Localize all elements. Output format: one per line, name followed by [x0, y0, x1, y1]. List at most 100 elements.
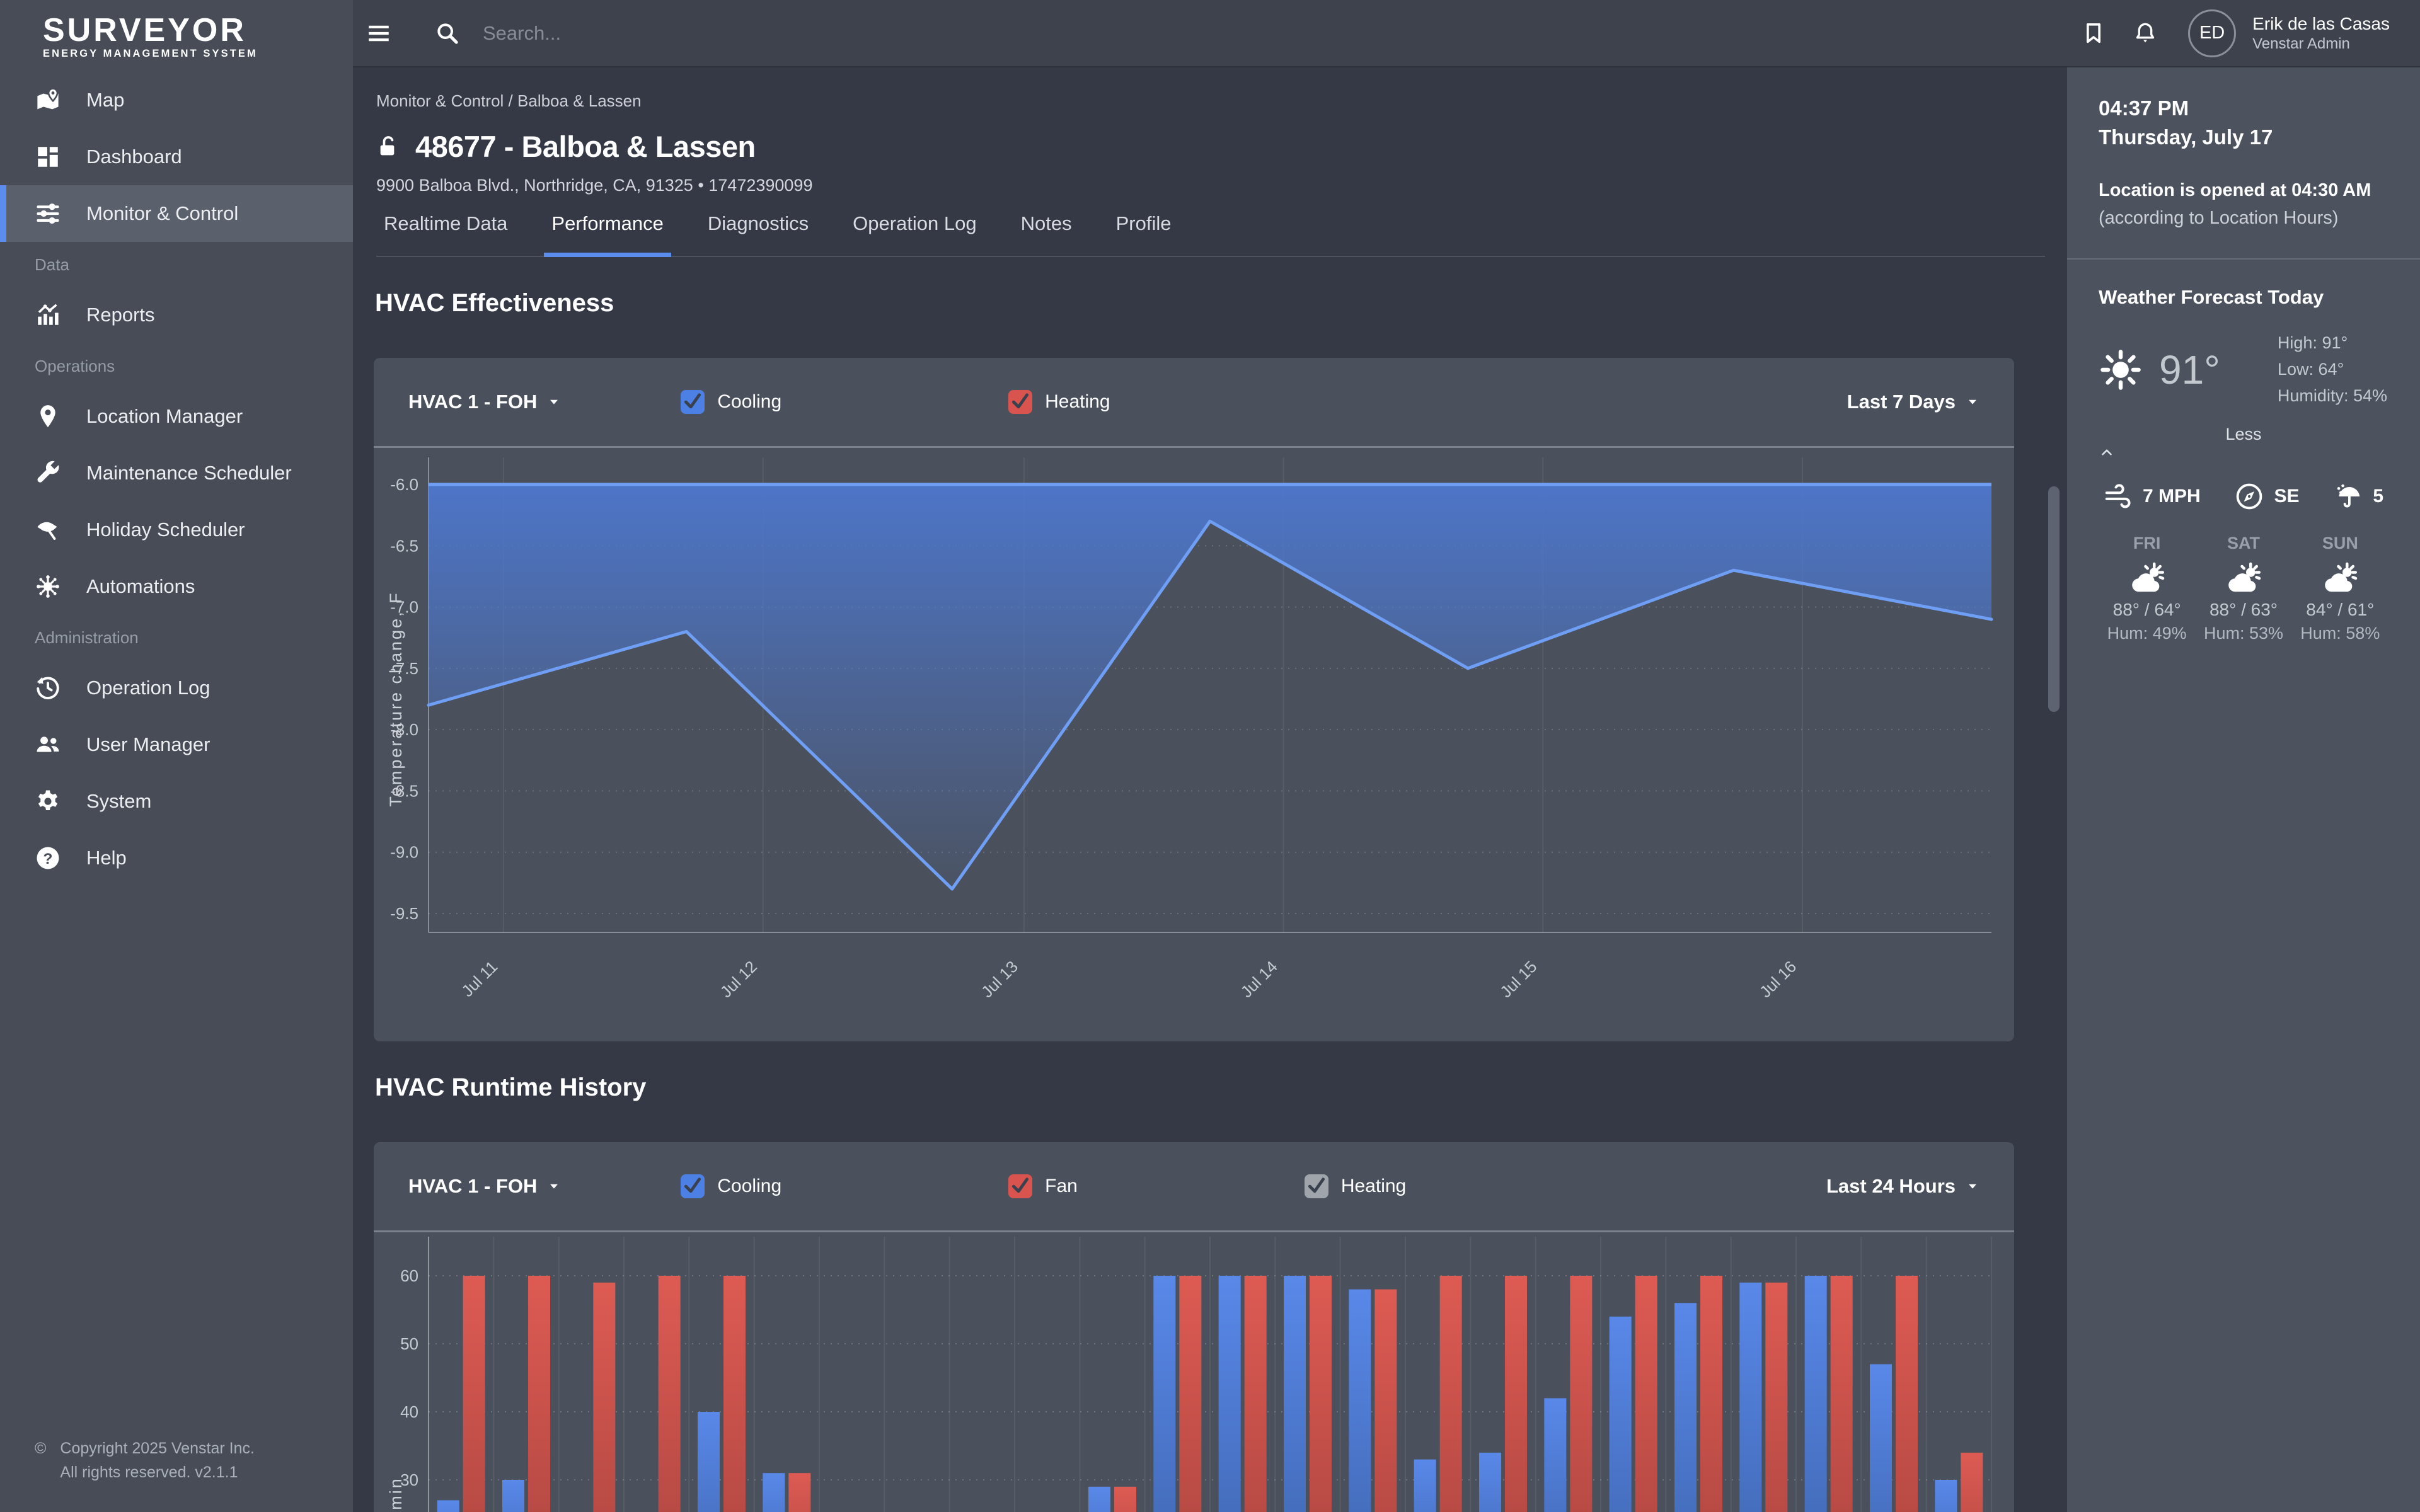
sun-behind-cloud-icon [2225, 559, 2262, 597]
app-logo-title: SURVEYOR [43, 12, 246, 49]
tab-bar: Realtime Data Performance Diagnostics Op… [376, 212, 2045, 257]
weather-collapse-toggle[interactable]: Less [2099, 425, 2388, 461]
sidebar-item-maintenance-scheduler[interactable]: Maintenance Scheduler [0, 445, 353, 501]
sidebar-item-label: Operation Log [86, 677, 210, 699]
heating-checkbox[interactable] [1008, 390, 1033, 414]
left-sidebar: SURVEYOR ENERGY MANAGEMENT SYSTEM Map Da… [0, 0, 353, 1512]
tab-operation-log[interactable]: Operation Log [853, 212, 977, 234]
unlock-icon [376, 134, 401, 159]
svg-text:30: 30 [400, 1470, 418, 1489]
current-time: 04:37 PM [2099, 96, 2189, 120]
svg-text:-9.0: -9.0 [390, 843, 418, 862]
main-scrollbar-thumb[interactable] [2048, 486, 2060, 712]
legend-cooling-checkbox[interactable]: Cooling [681, 1174, 781, 1198]
location-pin-icon [35, 403, 61, 430]
sidebar-item-map[interactable]: Map [0, 72, 353, 129]
search-input[interactable] [481, 21, 862, 45]
sidebar-section-administration: Administration [35, 628, 139, 647]
tab-realtime-data[interactable]: Realtime Data [384, 212, 508, 234]
cooling-checkbox[interactable] [681, 390, 705, 414]
legend-fan-checkbox[interactable]: Fan [1008, 1174, 1078, 1198]
tab-profile[interactable]: Profile [1115, 212, 1172, 234]
tab-diagnostics[interactable]: Diagnostics [707, 212, 809, 234]
check-icon [1010, 390, 1031, 411]
chevron-down-icon [1966, 395, 1979, 409]
search-icon [435, 21, 460, 46]
heating-checkbox[interactable] [1304, 1174, 1328, 1198]
sidebar-item-user-manager[interactable]: User Manager [0, 716, 353, 773]
sidebar-item-monitor-control[interactable]: Monitor & Control [0, 185, 353, 242]
check-icon [682, 390, 703, 411]
sidebar-item-operation-log[interactable]: Operation Log [0, 660, 353, 716]
main-content: Monitor & Control / Balboa & Lassen 4867… [353, 67, 2067, 1512]
date-range-dropdown[interactable]: Last 7 Days [1847, 391, 1979, 413]
wind-icon [2104, 482, 2133, 511]
bell-icon[interactable] [2133, 21, 2158, 46]
weather-humidity: Humidity: 54% [2277, 386, 2387, 406]
hvac-device-dropdown[interactable]: HVAC 1 - FOH [408, 1175, 561, 1198]
compass-icon [2235, 482, 2264, 511]
breadcrumb-separator: / [508, 91, 513, 110]
legend-cooling-checkbox[interactable]: Cooling [681, 390, 781, 414]
section-title-hvac-effectiveness: HVAC Effectiveness [375, 289, 614, 317]
avatar-initials: ED [2199, 23, 2225, 43]
hvac-effectiveness-area-chart: Jul 11 Jul 12 Jul 13 Jul 14 Jul 15 Jul 16 -6.0… [386, 457, 1993, 1001]
umbrella-icon [35, 517, 61, 543]
date-range-dropdown[interactable]: Last 24 Hours [1826, 1175, 1979, 1198]
location-address: 9900 Balboa Blvd., Northridge, CA, 91325… [376, 176, 813, 195]
avatar[interactable]: ED [2188, 9, 2237, 57]
sidebar-item-label: Automations [86, 575, 195, 597]
svg-text:Jul 12: Jul 12 [717, 957, 761, 1001]
svg-text:Jul 11: Jul 11 [458, 957, 501, 1000]
sidebar-item-label: Location Manager [86, 405, 243, 427]
hamburger-menu-icon[interactable] [366, 20, 392, 47]
sidebar-item-label: User Manager [86, 733, 210, 755]
sidebar-item-label: Holiday Scheduler [86, 518, 245, 541]
breadcrumb-parent[interactable]: Monitor & Control [376, 91, 504, 110]
current-weather: 91° High: 91° Low: 64° Humidity: 54% [2099, 330, 2388, 410]
gear-icon [35, 788, 61, 815]
sidebar-item-reports[interactable]: Reports [0, 287, 353, 343]
legend-heating-checkbox[interactable]: Heating [1008, 390, 1110, 414]
topbar-actions: ED Erik de las Casas Venstar Admin [2081, 9, 2420, 57]
sun-behind-cloud-icon [2321, 559, 2359, 597]
tab-performance[interactable]: Performance [544, 212, 671, 257]
runtime-controls: HVAC 1 - FOH Cooling Fan Heating Last 24… [374, 1142, 2014, 1232]
current-temperature: 91° [2159, 347, 2220, 393]
sidebar-item-help[interactable]: Help [0, 830, 353, 886]
sidebar-item-label: Monitor & Control [86, 202, 239, 224]
fan-checkbox[interactable] [1008, 1174, 1033, 1198]
sidebar-section-operations: Operations [35, 357, 115, 375]
tab-notes[interactable]: Notes [1020, 212, 1072, 234]
svg-text:-6.0: -6.0 [390, 475, 418, 494]
svg-text:-8.5: -8.5 [390, 781, 418, 800]
copyright-text: Copyright 2025 Venstar Inc. All rights r… [60, 1440, 255, 1481]
sidebar-nav: Map Dashboard Monitor & Control Data Rep… [0, 72, 353, 886]
cooling-checkbox[interactable] [681, 1174, 705, 1198]
app-logo-tagline: ENERGY MANAGEMENT SYSTEM [43, 48, 258, 59]
sidebar-item-label: Help [86, 847, 127, 869]
legend-heating-checkbox[interactable]: Heating [1304, 1174, 1406, 1198]
sidebar-item-dashboard[interactable]: Dashboard [0, 129, 353, 185]
hvac-device-dropdown[interactable]: HVAC 1 - FOH [408, 391, 561, 413]
effectiveness-controls: HVAC 1 - FOH Cooling Heating Last 7 Days [374, 358, 2014, 448]
top-bar: ED Erik de las Casas Venstar Admin [353, 0, 2420, 67]
sidebar-item-system[interactable]: System [0, 773, 353, 830]
sidebar-item-location-manager[interactable]: Location Manager [0, 388, 353, 445]
sidebar-item-label: Reports [86, 304, 155, 326]
svg-text:50: 50 [400, 1334, 418, 1353]
sidebar-section-data: Data [35, 255, 69, 274]
sliders-icon [35, 200, 61, 227]
global-search [435, 21, 862, 46]
forecast-day-fri: FRI 88° / 64° Hum: 49% [2107, 533, 2187, 643]
chevron-up-icon [2099, 444, 2115, 461]
bookmark-icon[interactable] [2081, 21, 2106, 46]
user-block[interactable]: Erik de las Casas Venstar Admin [2252, 13, 2390, 54]
app-logo[interactable]: SURVEYOR ENERGY MANAGEMENT SYSTEM [0, 0, 353, 72]
sidebar-item-automations[interactable]: Automations [0, 558, 353, 615]
dashboard-icon [35, 144, 61, 170]
location-open-note: (according to Location Hours) [2099, 207, 2339, 228]
sidebar-item-holiday-scheduler[interactable]: Holiday Scheduler [0, 501, 353, 558]
rain-umbrella-icon [2334, 482, 2363, 511]
